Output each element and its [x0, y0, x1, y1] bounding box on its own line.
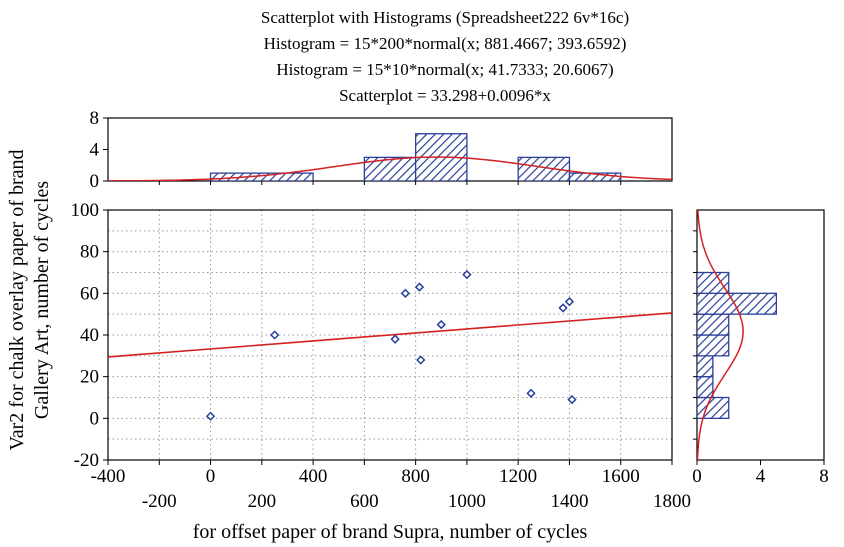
histogram-bar — [697, 313, 730, 336]
y-tick-label: 100 — [71, 200, 100, 221]
chart-title: Scatterplot with Histograms (Spreadsheet… — [261, 8, 629, 105]
title-line-1: Scatterplot with Histograms (Spreadsheet… — [261, 8, 629, 27]
title-line-2: Histogram = 15*200*normal(x; 881.4667; 3… — [264, 34, 627, 53]
title-line-3: Histogram = 15*10*normal(x; 41.7333; 20.… — [276, 60, 613, 79]
y-axis-label: Var2 for chalk overlay paper of brand Ga… — [6, 150, 53, 451]
y-tick-label: 60 — [80, 283, 99, 304]
scatter-y-axis: -20 0 20 40 60 80 100 — [71, 200, 108, 471]
y-tick-label: 40 — [80, 325, 99, 346]
x-tick-label: 1200 — [499, 466, 537, 487]
histogram-bar — [697, 334, 730, 357]
x-tick-label: 1800 — [653, 491, 691, 512]
right-histogram: 0 4 8 — [692, 209, 829, 487]
data-point — [526, 388, 536, 398]
data-point — [400, 288, 411, 298]
histogram-bar — [517, 156, 571, 181]
right-histogram-x-axis: 0 4 8 — [692, 230, 829, 487]
x-tick-label: -200 — [142, 491, 177, 512]
histogram-bar — [697, 271, 730, 294]
histogram-bar — [697, 355, 714, 378]
y-axis-label-line-1: Var2 for chalk overlay paper of brand — [6, 150, 28, 451]
histogram-bar — [697, 376, 714, 399]
x-tick-label: 800 — [401, 466, 430, 487]
right-histogram-x-tick-label: 8 — [819, 466, 829, 487]
x-tick-label: -400 — [91, 466, 126, 487]
histogram-bar — [209, 172, 314, 181]
right-histogram-x-tick-label: 0 — [692, 466, 702, 487]
x-tick-label: 1400 — [550, 491, 588, 512]
histogram-bar — [697, 292, 778, 315]
y-tick-label: -20 — [74, 450, 99, 471]
top-histogram-y-axis: 0 4 8 — [90, 108, 622, 192]
x-tick-label: 0 — [206, 466, 216, 487]
scatter-points — [205, 269, 577, 421]
right-histogram-x-tick-label: 4 — [756, 466, 766, 487]
data-point — [205, 411, 216, 421]
data-point — [436, 319, 446, 330]
top-histogram-normal-curve — [108, 156, 672, 181]
y-tick-label: 80 — [80, 242, 99, 263]
right-histogram-normal-curve — [697, 210, 744, 460]
x-tick-label: 1600 — [602, 466, 640, 487]
regression-line — [108, 312, 672, 358]
x-tick-label: 200 — [248, 491, 277, 512]
top-histogram-y-tick-label: 0 — [90, 171, 100, 192]
data-point — [462, 269, 472, 280]
top-histogram: 0 4 8 — [90, 108, 673, 192]
y-tick-label: 0 — [90, 408, 100, 429]
top-histogram-y-tick-label: 4 — [90, 140, 100, 161]
title-line-4: Scatterplot = 33.298+0.0096*x — [339, 86, 551, 105]
top-histogram-bars — [209, 133, 622, 181]
x-tick-label: 400 — [299, 466, 328, 487]
y-axis-label-line-2: Gallery Art, number of cycles — [31, 181, 53, 419]
histogram-bar — [697, 396, 730, 419]
data-point — [416, 355, 426, 365]
right-histogram-bars — [697, 271, 778, 419]
data-point — [567, 394, 577, 405]
x-tick-label: 600 — [350, 491, 379, 512]
data-point — [414, 282, 425, 292]
data-point — [558, 303, 568, 313]
scatter-x-axis: -400 0 400 800 1200 1600 -200 200 600 1000 1400 180… — [91, 460, 691, 512]
data-point — [269, 330, 280, 340]
data-point — [564, 297, 575, 307]
x-tick-label: 1000 — [448, 491, 486, 512]
y-tick-label: 20 — [80, 367, 99, 388]
data-point — [390, 334, 400, 344]
x-axis-label: for offset paper of brand Supra, number … — [193, 521, 588, 543]
top-histogram-y-tick-label: 8 — [90, 108, 100, 129]
